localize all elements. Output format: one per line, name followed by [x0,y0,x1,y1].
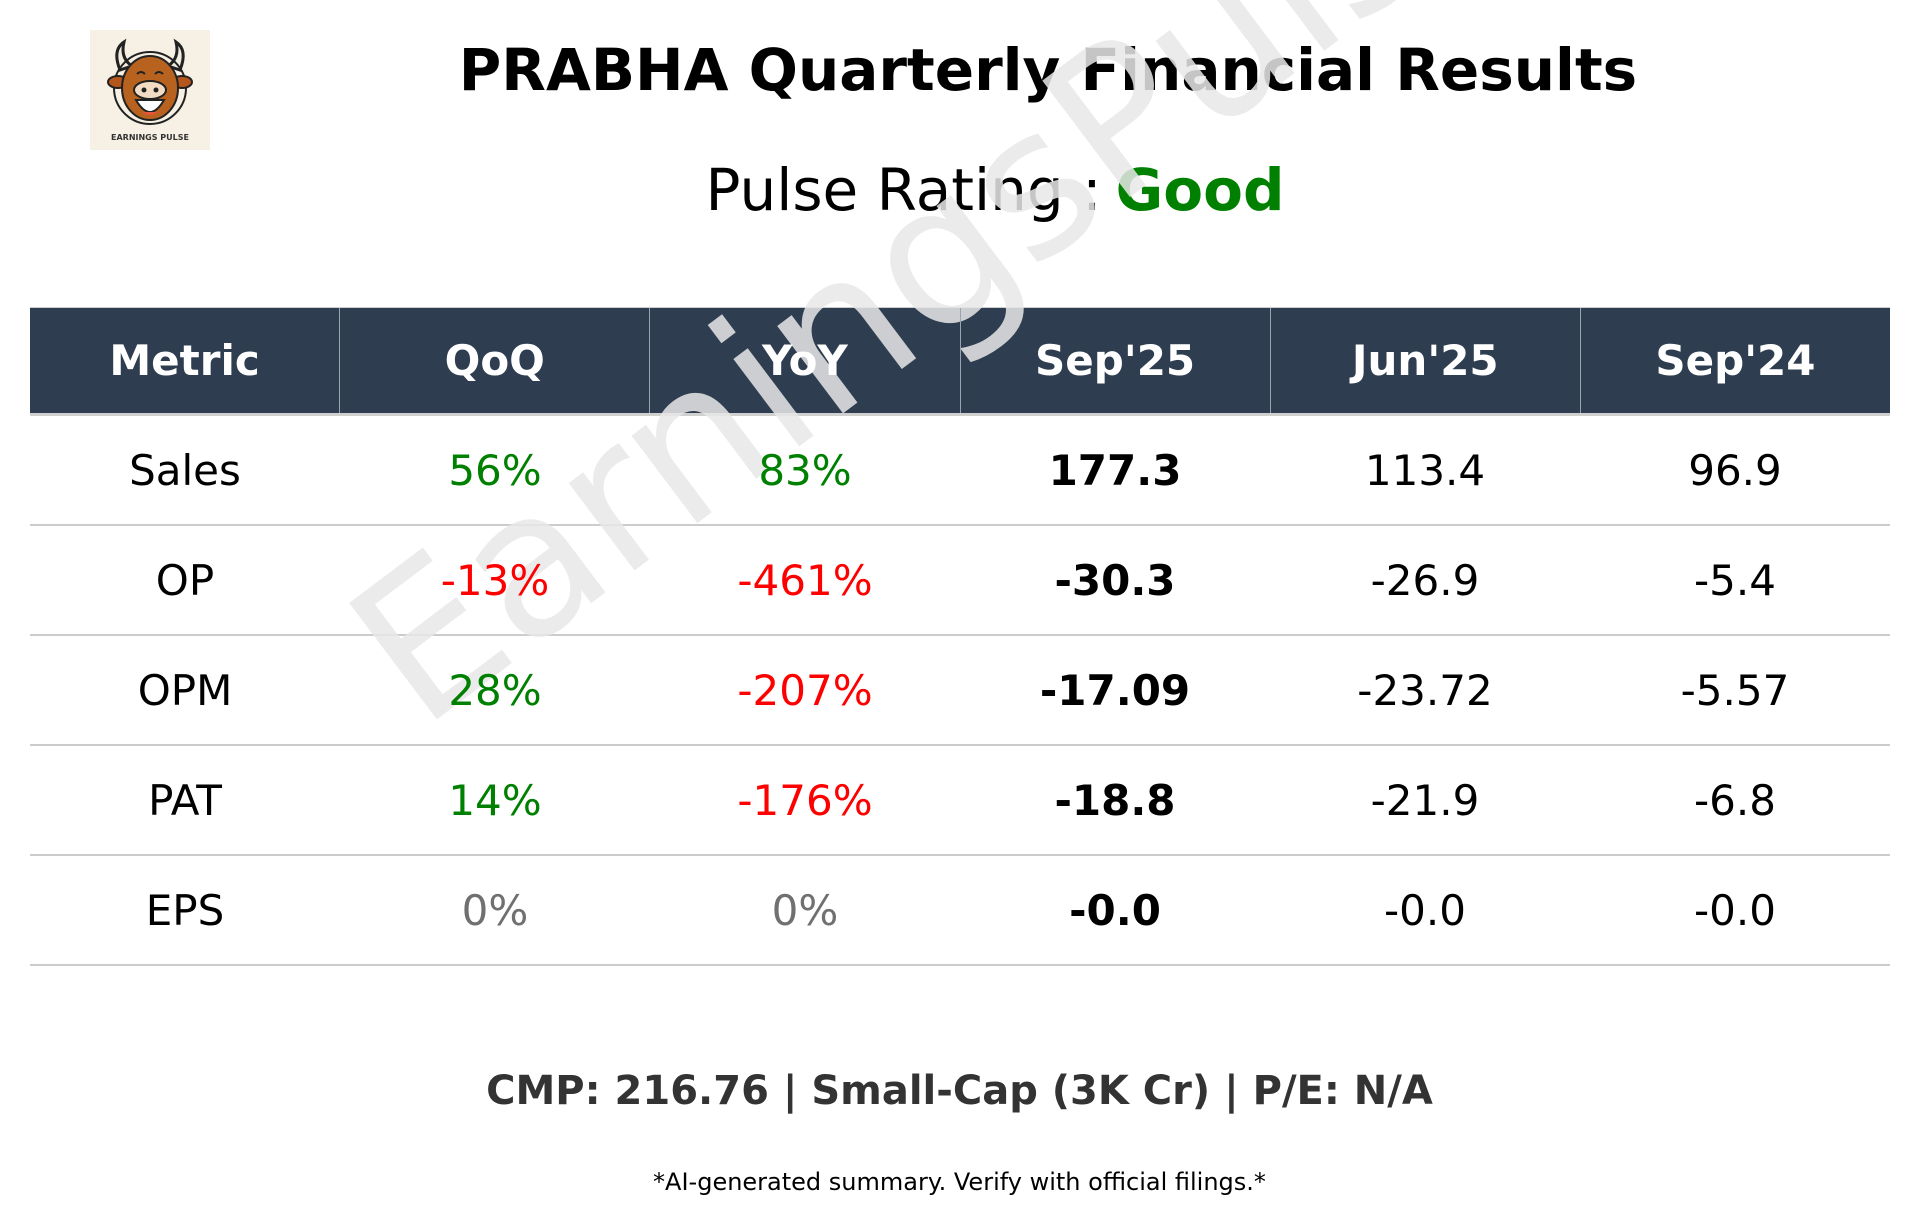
sep24-cell: -5.4 [1694,555,1776,605]
column-header-sep25: Sep'25 [959,308,1270,413]
sep25-cell: -17.09 [1039,665,1191,715]
table-row: OP -13% -461% -30.3 -26.9 -5.4 [30,526,1890,636]
column-header-metric: Metric [109,336,260,385]
column-header-qoq: QoQ [339,308,649,413]
sep25-cell: 177.3 [1048,445,1182,495]
sep24-cell: 96.9 [1688,445,1782,495]
results-table: Metric QoQ YoY Sep'25 Jun'25 Sep'24 Sale… [30,307,1890,966]
table-row: PAT 14% -176% -18.8 -21.9 -6.8 [30,746,1890,856]
pulse-rating: Pulse Rating : Good [0,152,1919,228]
svg-text:EARNINGS PULSE: EARNINGS PULSE [111,133,189,142]
qoq-cell: -13% [440,555,550,605]
yoy-cell: -461% [737,555,873,605]
table-row: OPM 28% -207% -17.09 -23.72 -5.57 [30,636,1890,746]
column-header-yoy: YoY [649,308,959,413]
jun25-cell: 113.4 [1364,445,1486,495]
sep25-cell: -18.8 [1054,775,1176,825]
qoq-cell: 14% [448,775,542,825]
earnings-pulse-logo: EARNINGS PULSE [90,30,210,150]
table-header-row: Metric QoQ YoY Sep'25 Jun'25 Sep'24 [30,307,1890,416]
metric-cell: OP [155,555,215,605]
metric-cell: Sales [129,445,241,495]
disclaimer: *AI-generated summary. Verify with offic… [653,1168,1266,1196]
page-title: PRABHA Quarterly Financial Results [458,36,1638,104]
jun25-cell: -21.9 [1370,775,1480,825]
rating-value: Good [1115,156,1285,224]
yoy-cell: 0% [771,885,839,935]
qoq-cell: 56% [448,445,542,495]
bull-icon: EARNINGS PULSE [107,38,193,142]
yoy-cell: -176% [737,775,873,825]
sep24-cell: -5.57 [1680,665,1790,715]
sep24-cell: -6.8 [1694,775,1776,825]
yoy-cell: 83% [758,445,852,495]
jun25-cell: -0.0 [1384,885,1466,935]
metric-cell: OPM [137,665,233,715]
sep25-cell: -0.0 [1069,885,1161,935]
metric-cell: EPS [145,885,225,935]
jun25-cell: -23.72 [1357,665,1493,715]
market-info: CMP: 216.76 | Small-Cap (3K Cr) | P/E: N… [486,1068,1433,1114]
sep24-cell: -0.0 [1694,885,1776,935]
column-header-jun25: Jun'25 [1269,308,1580,413]
column-header-sep24: Sep'24 [1579,308,1890,413]
jun25-cell: -26.9 [1370,555,1480,605]
sep25-cell: -30.3 [1054,555,1176,605]
qoq-cell: 28% [448,665,542,715]
metric-cell: PAT [148,775,222,825]
yoy-cell: -207% [737,665,873,715]
table-row: Sales 56% 83% 177.3 113.4 96.9 [30,416,1890,526]
rating-label: Pulse Rating : [705,156,1102,224]
table-row: EPS 0% 0% -0.0 -0.0 -0.0 [30,856,1890,966]
qoq-cell: 0% [461,885,529,935]
